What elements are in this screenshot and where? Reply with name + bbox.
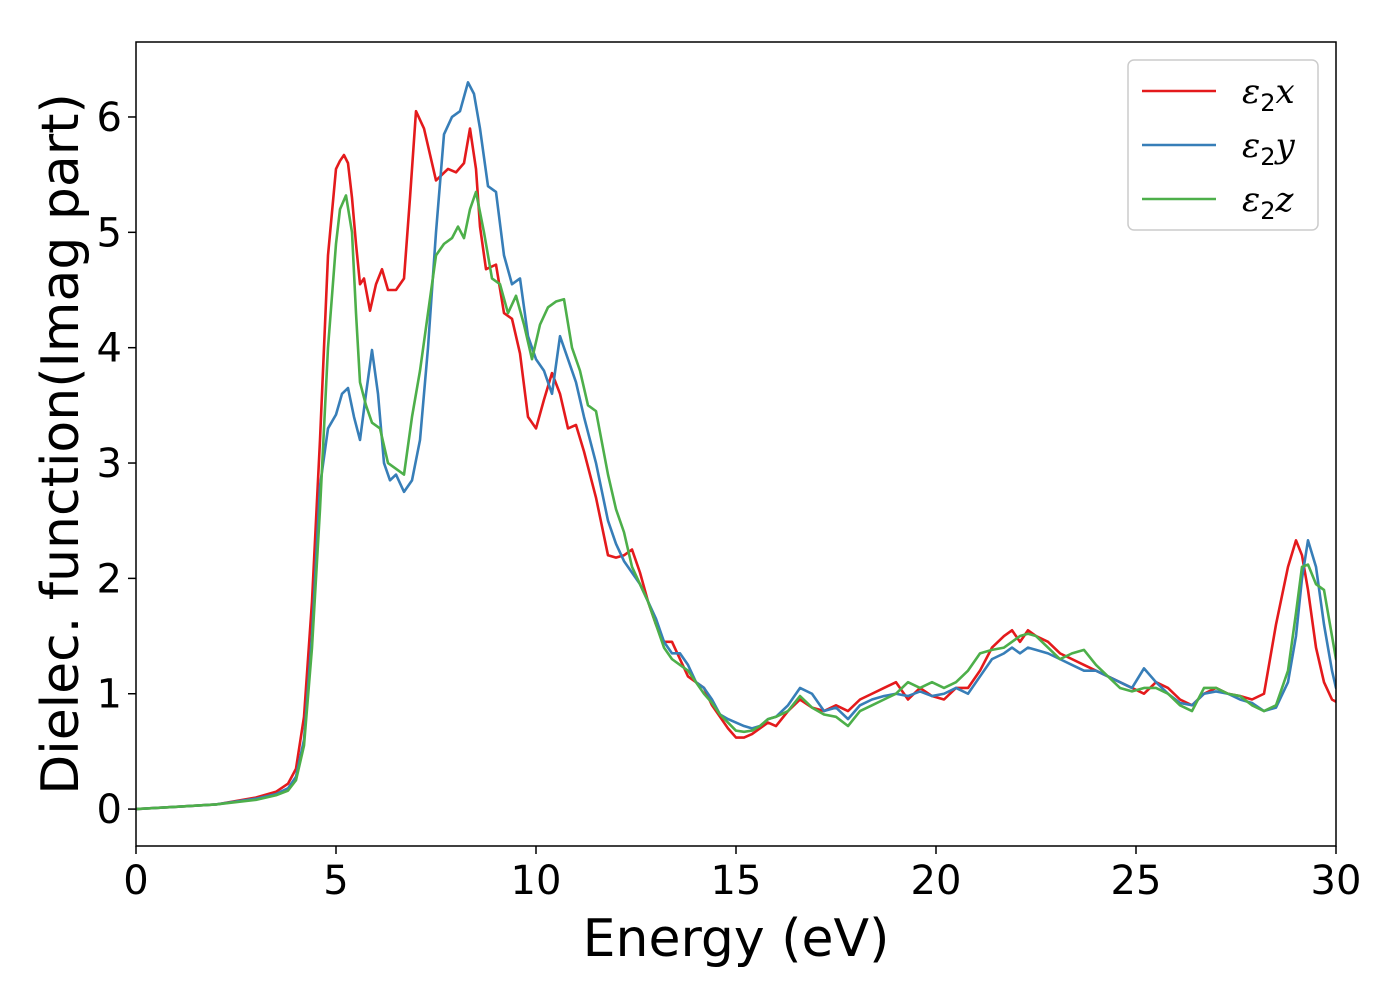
y-tick-label: 3 xyxy=(97,441,122,487)
y-tick-label: 0 xyxy=(97,787,122,833)
x-tick-label: 15 xyxy=(711,858,762,904)
x-tick-label: 30 xyxy=(1311,858,1362,904)
legend-label-y: ε2y xyxy=(1242,126,1296,171)
legend-label-z: ε2z xyxy=(1242,180,1295,225)
y-tick-label: 1 xyxy=(97,672,122,718)
x-tick-label: 0 xyxy=(123,858,148,904)
legend-box xyxy=(1127,59,1319,231)
y-tick-label: 4 xyxy=(97,326,122,372)
y-tick-label: 6 xyxy=(97,95,122,141)
series-line-z xyxy=(136,190,1336,811)
x-tick-label: 5 xyxy=(323,858,348,904)
legend: ε2x ε2y ε2z xyxy=(1127,59,1319,231)
y-tick-label: 5 xyxy=(97,210,122,256)
y-axis-title: Dielec. function(Imag part) xyxy=(31,93,91,795)
y-axis-ticks: 0 1 2 3 4 5 6 xyxy=(97,95,136,833)
x-tick-label: 10 xyxy=(511,858,562,904)
x-tick-label: 20 xyxy=(911,858,962,904)
series-lines xyxy=(136,81,1336,811)
legend-label-x: ε2x xyxy=(1242,72,1295,117)
x-axis-title: Energy (eV) xyxy=(583,909,890,969)
x-axis-ticks: 0 5 10 15 20 25 30 xyxy=(123,846,1361,904)
y-tick-label: 2 xyxy=(97,556,122,602)
series-line-y xyxy=(136,81,1336,811)
x-tick-label: 25 xyxy=(1111,858,1162,904)
